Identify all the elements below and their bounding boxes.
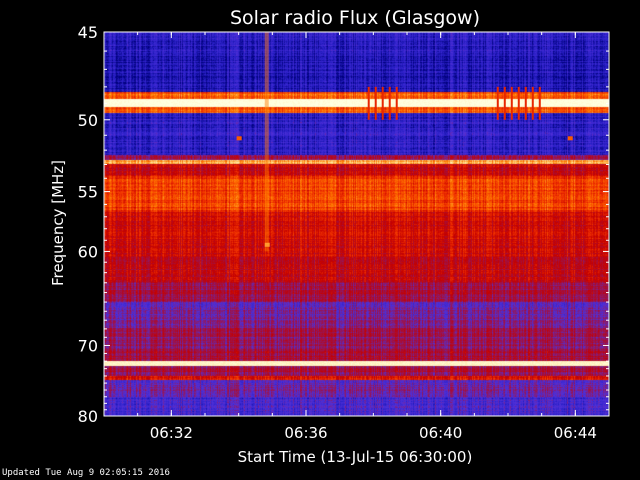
burst-tick [517, 86, 520, 120]
burst-tick [531, 86, 534, 120]
x-tick-label: 06:36 [284, 424, 327, 442]
updated-timestamp: Updated Tue Aug 9 02:05:15 2016 [2, 468, 170, 478]
burst-tick [503, 86, 506, 120]
y-tick-label: 60 [78, 242, 98, 261]
y-tick-label: 45 [78, 23, 98, 42]
burst-tick [395, 86, 398, 120]
burst-spot-4 [567, 136, 573, 141]
x-tick-label: 06:32 [150, 424, 193, 442]
axes: 45 50 55 60 70 80 06:32 06:36 06:40 06:44 [78, 23, 610, 442]
y-tick-label: 55 [78, 183, 98, 202]
y-axis-label: Frequency [MHz] [49, 160, 67, 286]
burst-tick [381, 86, 384, 120]
burst-tick [510, 86, 513, 120]
plot-frame [103, 31, 610, 417]
burst-tick [538, 86, 541, 120]
burst-tick [367, 86, 370, 120]
y-tick-label: 70 [78, 336, 98, 355]
burst-spot-3 [236, 136, 242, 141]
burst-tick [496, 86, 499, 120]
burst-spot-5 [264, 242, 270, 247]
burst-tick [374, 86, 377, 120]
x-tick-label: 06:40 [419, 424, 462, 442]
chart-title: Solar radio Flux (Glasgow) [230, 7, 480, 29]
spectrogram-plot-area [104, 32, 609, 416]
y-tick-label: 80 [78, 407, 98, 426]
x-tick-label: 06:44 [554, 424, 597, 442]
y-tick-label: 50 [78, 111, 98, 130]
burst-streak-0 [264, 32, 269, 252]
burst-tick [524, 86, 527, 120]
burst-tick [388, 86, 391, 120]
x-axis-label: Start Time (13-Jul-15 06:30:00) [238, 448, 473, 466]
